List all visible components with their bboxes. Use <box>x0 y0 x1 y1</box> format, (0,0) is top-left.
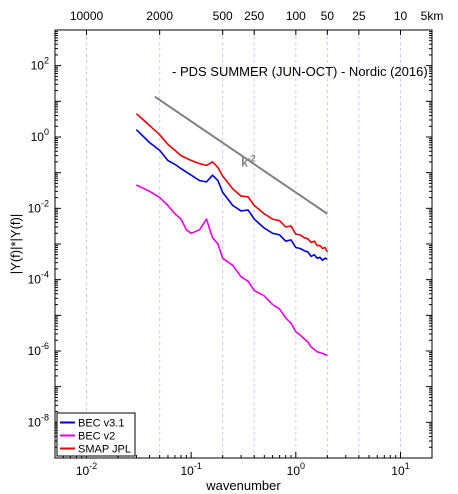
y-tick-label-4: 100 <box>31 127 49 144</box>
k-slope-annotation: k-2 <box>241 153 256 169</box>
top-tick-label-6: 25 <box>352 9 366 23</box>
series-line-bec-v3-1 <box>135 129 328 262</box>
legend-entry-1: BEC v2 <box>78 431 115 443</box>
y-tick-label-0: 10-8 <box>28 412 49 429</box>
top-tick-label-2: 500 <box>213 9 233 23</box>
top-tick-label-5: 50 <box>321 9 335 23</box>
x-axis-label: wavenumber <box>205 478 281 493</box>
y-tick-label-1: 10-6 <box>28 341 49 358</box>
x-tick-label-3: 101 <box>391 461 409 478</box>
top-tick-label-8: 5km <box>421 9 444 23</box>
axes: 10-2 10-1 100 101 10-8 10-6 10-4 10-2 100 102 1000… <box>28 9 444 478</box>
x-tick-label-0: 10-2 <box>76 461 97 478</box>
series-line-smap-jpl <box>135 113 329 253</box>
top-tick-label-3: 250 <box>244 9 264 23</box>
top-tick-label-7: 10 <box>394 9 408 23</box>
y-tick-label-3: 10-2 <box>28 198 49 215</box>
legend-entry-0: BEC v3.1 <box>78 418 124 430</box>
reference-line-k-2 <box>154 95 328 215</box>
y-tick-label-5: 102 <box>31 56 49 73</box>
series-line-bec-v2 <box>136 184 328 357</box>
y-axis-label: |Y(f)|*|Y(f)| <box>8 214 23 274</box>
top-tick-label-4: 100 <box>286 9 306 23</box>
chart-title: - PDS SUMMER (JUN-OCT) - Nordic (2016) <box>172 64 428 79</box>
legend-entry-2: SMAP JPL <box>78 444 131 456</box>
plot-frame <box>54 29 433 459</box>
y-tick-label-2: 10-4 <box>28 270 49 287</box>
data-series <box>135 95 329 357</box>
x-tick-label-2: 100 <box>287 461 305 478</box>
grid-lines <box>86 30 433 458</box>
top-tick-label-1: 2000 <box>146 9 173 23</box>
x-tick-label-1: 10-1 <box>180 461 201 478</box>
top-tick-label-0: 10000 <box>70 9 104 23</box>
